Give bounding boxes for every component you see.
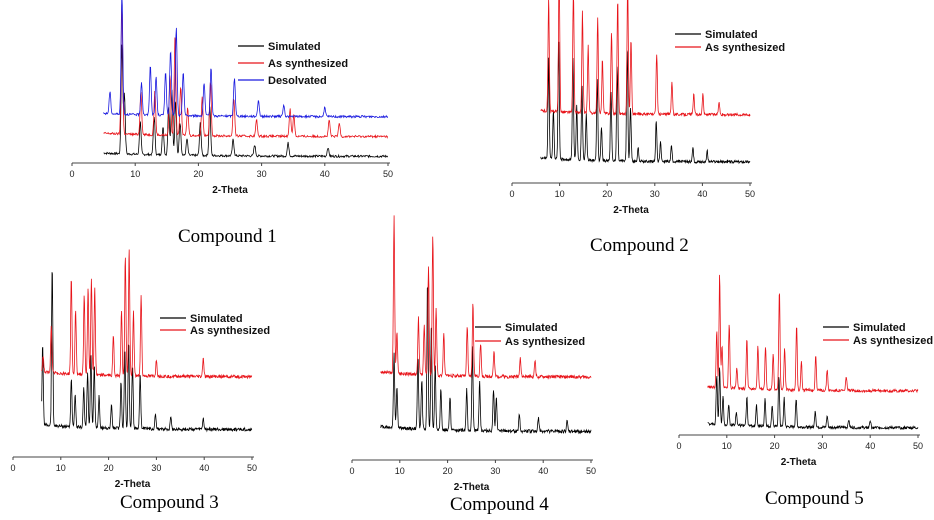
x-axis-label: 2-Theta: [115, 479, 151, 490]
x-tick-label: 20: [193, 169, 203, 179]
caption-compound-3: Compound 3: [120, 492, 219, 513]
x-tick-label: 0: [10, 463, 15, 473]
x-tick-label: 50: [913, 441, 923, 451]
x-tick-label: 40: [865, 441, 875, 451]
x-tick-label: 20: [443, 466, 453, 476]
x-tick-label: 50: [247, 463, 257, 473]
chart-compound-4-svg: 0 10 20 30 40 50 2-Theta Simulated As synthesize…: [349, 215, 596, 493]
series-line-as-synthesized: [540, 0, 751, 118]
x-tick-label: 30: [257, 169, 267, 179]
x-tick-label: 40: [199, 463, 209, 473]
legend-label: Simulated: [853, 322, 906, 334]
x-tick-label: 30: [650, 189, 660, 199]
legend-label: Simulated: [268, 41, 321, 53]
caption-compound-5: Compound 5: [765, 488, 864, 509]
series-line-simulated: [41, 272, 253, 433]
chart-compound-4: 0 10 20 30 40 50 2-Theta Simulated As synthesize…: [340, 215, 630, 520]
legend-label: As synthesized: [268, 58, 348, 70]
legend-label: Simulated: [190, 313, 243, 325]
caption-compound-2: Compound 2: [590, 235, 689, 256]
x-tick-label: 30: [490, 466, 500, 476]
x-tick-label: 50: [745, 189, 755, 199]
chart-compound-3: 0 10 20 30 40 50 2-Theta Simulated As synthesize…: [0, 249, 300, 520]
x-tick-label: 10: [722, 441, 732, 451]
x-tick-label: 20: [602, 189, 612, 199]
legend-label: Desolvated: [268, 75, 327, 87]
x-tick-label: 30: [817, 441, 827, 451]
legend-label: As synthesized: [853, 335, 933, 347]
x-tick-label: 10: [56, 463, 66, 473]
x-tick-label: 30: [151, 463, 161, 473]
x-tick-label: 0: [349, 466, 354, 476]
chart-compound-2: 0 10 20 30 40 50 2-Theta Simulated As synthesize…: [470, 0, 934, 260]
legend-label: As synthesized: [190, 325, 270, 337]
x-tick-label: 40: [320, 169, 330, 179]
x-axis-label: 2-Theta: [454, 482, 490, 493]
series-line-as-synthesized: [707, 274, 919, 394]
series-line-simulated: [540, 41, 751, 165]
x-tick-label: 10: [130, 169, 140, 179]
legend-label: As synthesized: [505, 336, 585, 348]
x-tick-label: 0: [509, 189, 514, 199]
chart-compound-1: 0 10 20 30 40 50 2-Theta Simulated As synthesize…: [0, 0, 430, 247]
series-line-as-synthesized: [380, 215, 592, 380]
chart-compound-1-svg: 0 10 20 30 40 50 2-Theta Simulated As synthesize…: [69, 0, 393, 196]
legend-label: Simulated: [505, 322, 558, 334]
x-tick-label: 20: [104, 463, 114, 473]
x-tick-label: 40: [697, 189, 707, 199]
series-line-simulated: [707, 367, 919, 431]
x-tick-label: 40: [538, 466, 548, 476]
x-tick-label: 50: [383, 169, 393, 179]
chart-compound-5: 0 10 20 30 40 50 2-Theta Simulated As synthesize…: [665, 260, 934, 520]
series-line-as-synthesized: [41, 249, 253, 380]
caption-compound-1: Compound 1: [178, 226, 277, 247]
x-tick-label: 0: [676, 441, 681, 451]
x-tick-label: 0: [69, 169, 74, 179]
legend-label: As synthesized: [705, 42, 785, 54]
x-tick-label: 10: [555, 189, 565, 199]
x-tick-label: 50: [586, 466, 596, 476]
series-line-simulated: [380, 286, 592, 435]
x-tick-label: 10: [395, 466, 405, 476]
caption-compound-4: Compound 4: [450, 494, 549, 515]
series-line-as-synthesized: [103, 4, 389, 139]
x-tick-label: 20: [770, 441, 780, 451]
x-axis-label: 2-Theta: [613, 205, 649, 216]
series-line-simulated: [103, 44, 389, 159]
x-axis-label: 2-Theta: [781, 457, 817, 468]
series-line-desolvated: [103, 0, 389, 119]
x-axis-label: 2-Theta: [212, 185, 248, 196]
legend-label: Simulated: [705, 29, 758, 41]
